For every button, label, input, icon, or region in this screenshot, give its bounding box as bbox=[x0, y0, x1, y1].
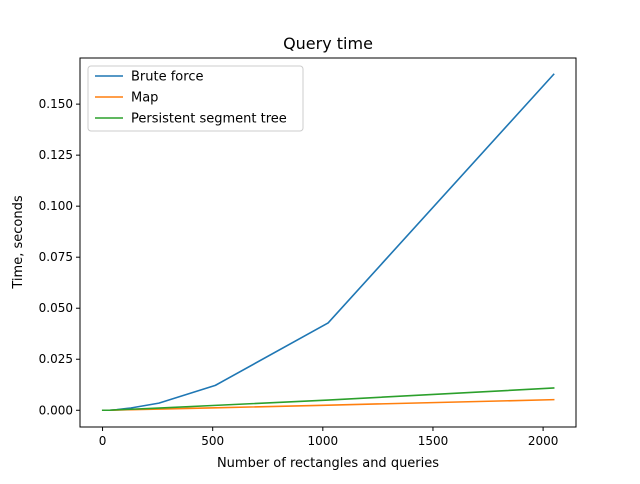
chart-title: Query time bbox=[283, 34, 373, 53]
x-tick-label: 2000 bbox=[528, 434, 559, 448]
legend-label: Map bbox=[131, 91, 158, 106]
y-tick-label: 0.075 bbox=[39, 250, 73, 264]
x-axis: 0 500 1000 1500 2000 bbox=[99, 427, 559, 448]
legend-box bbox=[87, 65, 304, 132]
series-line-2 bbox=[101, 387, 555, 412]
plot-area bbox=[101, 73, 555, 412]
legend: Brute force Map Persistent segment tree bbox=[87, 65, 304, 132]
y-axis: 0.000 0.025 0.050 0.075 0.100 0.125 0.150 bbox=[39, 97, 80, 417]
axes-frame bbox=[79, 57, 577, 428]
y-tick-label: 0.050 bbox=[39, 301, 73, 315]
y-axis-label: Time, seconds bbox=[11, 195, 26, 289]
x-tick-label: 1000 bbox=[308, 434, 339, 448]
x-axis-label: Number of rectangles and queries bbox=[217, 456, 439, 471]
x-tick-label: 1500 bbox=[418, 434, 449, 448]
y-tick-label: 0.100 bbox=[39, 199, 73, 213]
y-tick-label: 0.150 bbox=[39, 97, 73, 111]
x-tick-label: 0 bbox=[99, 434, 107, 448]
x-tick-label: 500 bbox=[201, 434, 224, 448]
y-tick-label: 0.025 bbox=[39, 352, 73, 366]
legend-label: Brute force bbox=[131, 70, 203, 85]
y-tick-label: 0.000 bbox=[39, 403, 73, 417]
y-tick-label: 0.125 bbox=[39, 148, 73, 162]
legend-label: Persistent segment tree bbox=[131, 112, 287, 127]
